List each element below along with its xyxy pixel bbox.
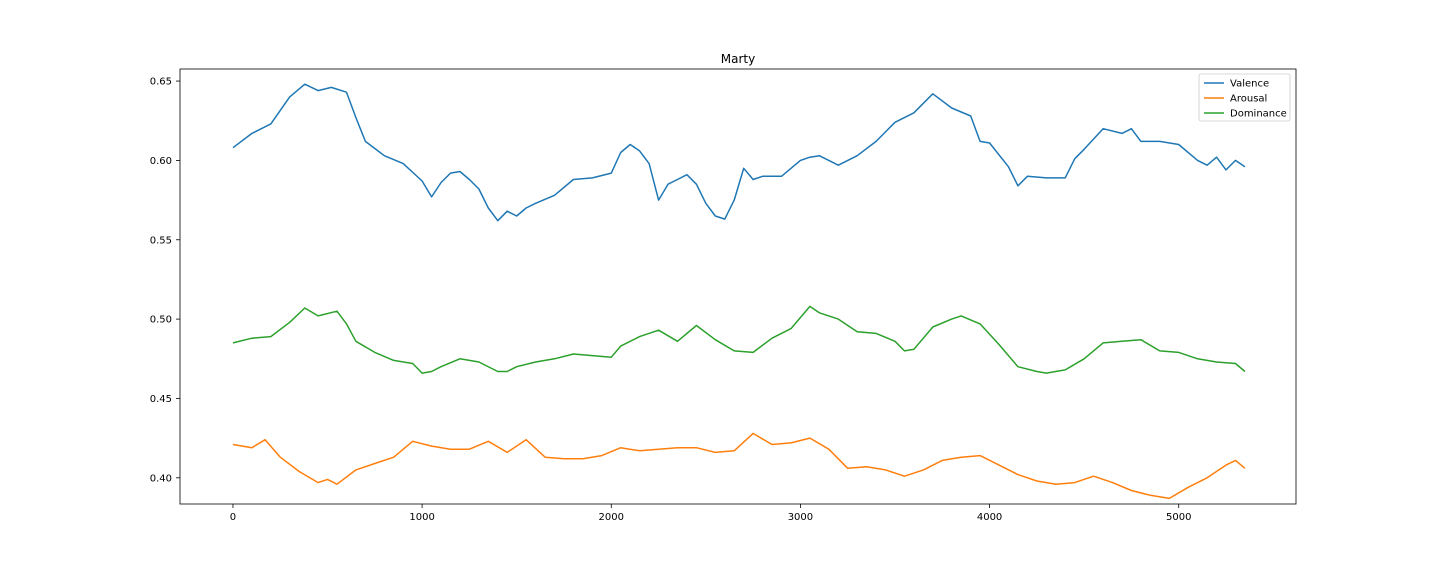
y-axis: 0.40 0.45 0.50 0.55 0.60 0.65 (150, 77, 180, 484)
series-line-dominance (232, 305, 1246, 374)
y-tick-label: 0.60 (150, 156, 172, 167)
series-line-arousal (232, 432, 1246, 500)
x-axis: 0 1000 2000 3000 4000 5000 (230, 504, 1191, 523)
x-tick-label: 5000 (1166, 512, 1191, 523)
plot-area (179, 68, 1297, 505)
x-tick-label: 1000 (409, 512, 434, 523)
legend-label: Arousal (1230, 94, 1267, 105)
x-tick-label: 3000 (788, 512, 813, 523)
y-tick-label: 0.40 (150, 473, 172, 484)
series-line-valence (232, 83, 1246, 222)
x-tick-label: 4000 (977, 512, 1002, 523)
x-tick-label: 2000 (599, 512, 624, 523)
chart-title: Marty (721, 52, 755, 66)
x-tick-label: 0 (230, 512, 236, 523)
series-lines (232, 83, 1246, 500)
legend-box (1198, 73, 1291, 122)
y-tick-label: 0.50 (150, 315, 172, 326)
legend-label: Dominance (1230, 109, 1287, 120)
y-tick-label: 0.55 (150, 235, 172, 246)
y-tick-label: 0.65 (150, 77, 172, 88)
legend-label: Valence (1230, 79, 1269, 90)
legend: Valence Arousal Dominance (1198, 73, 1291, 122)
y-tick-label: 0.45 (150, 394, 172, 405)
